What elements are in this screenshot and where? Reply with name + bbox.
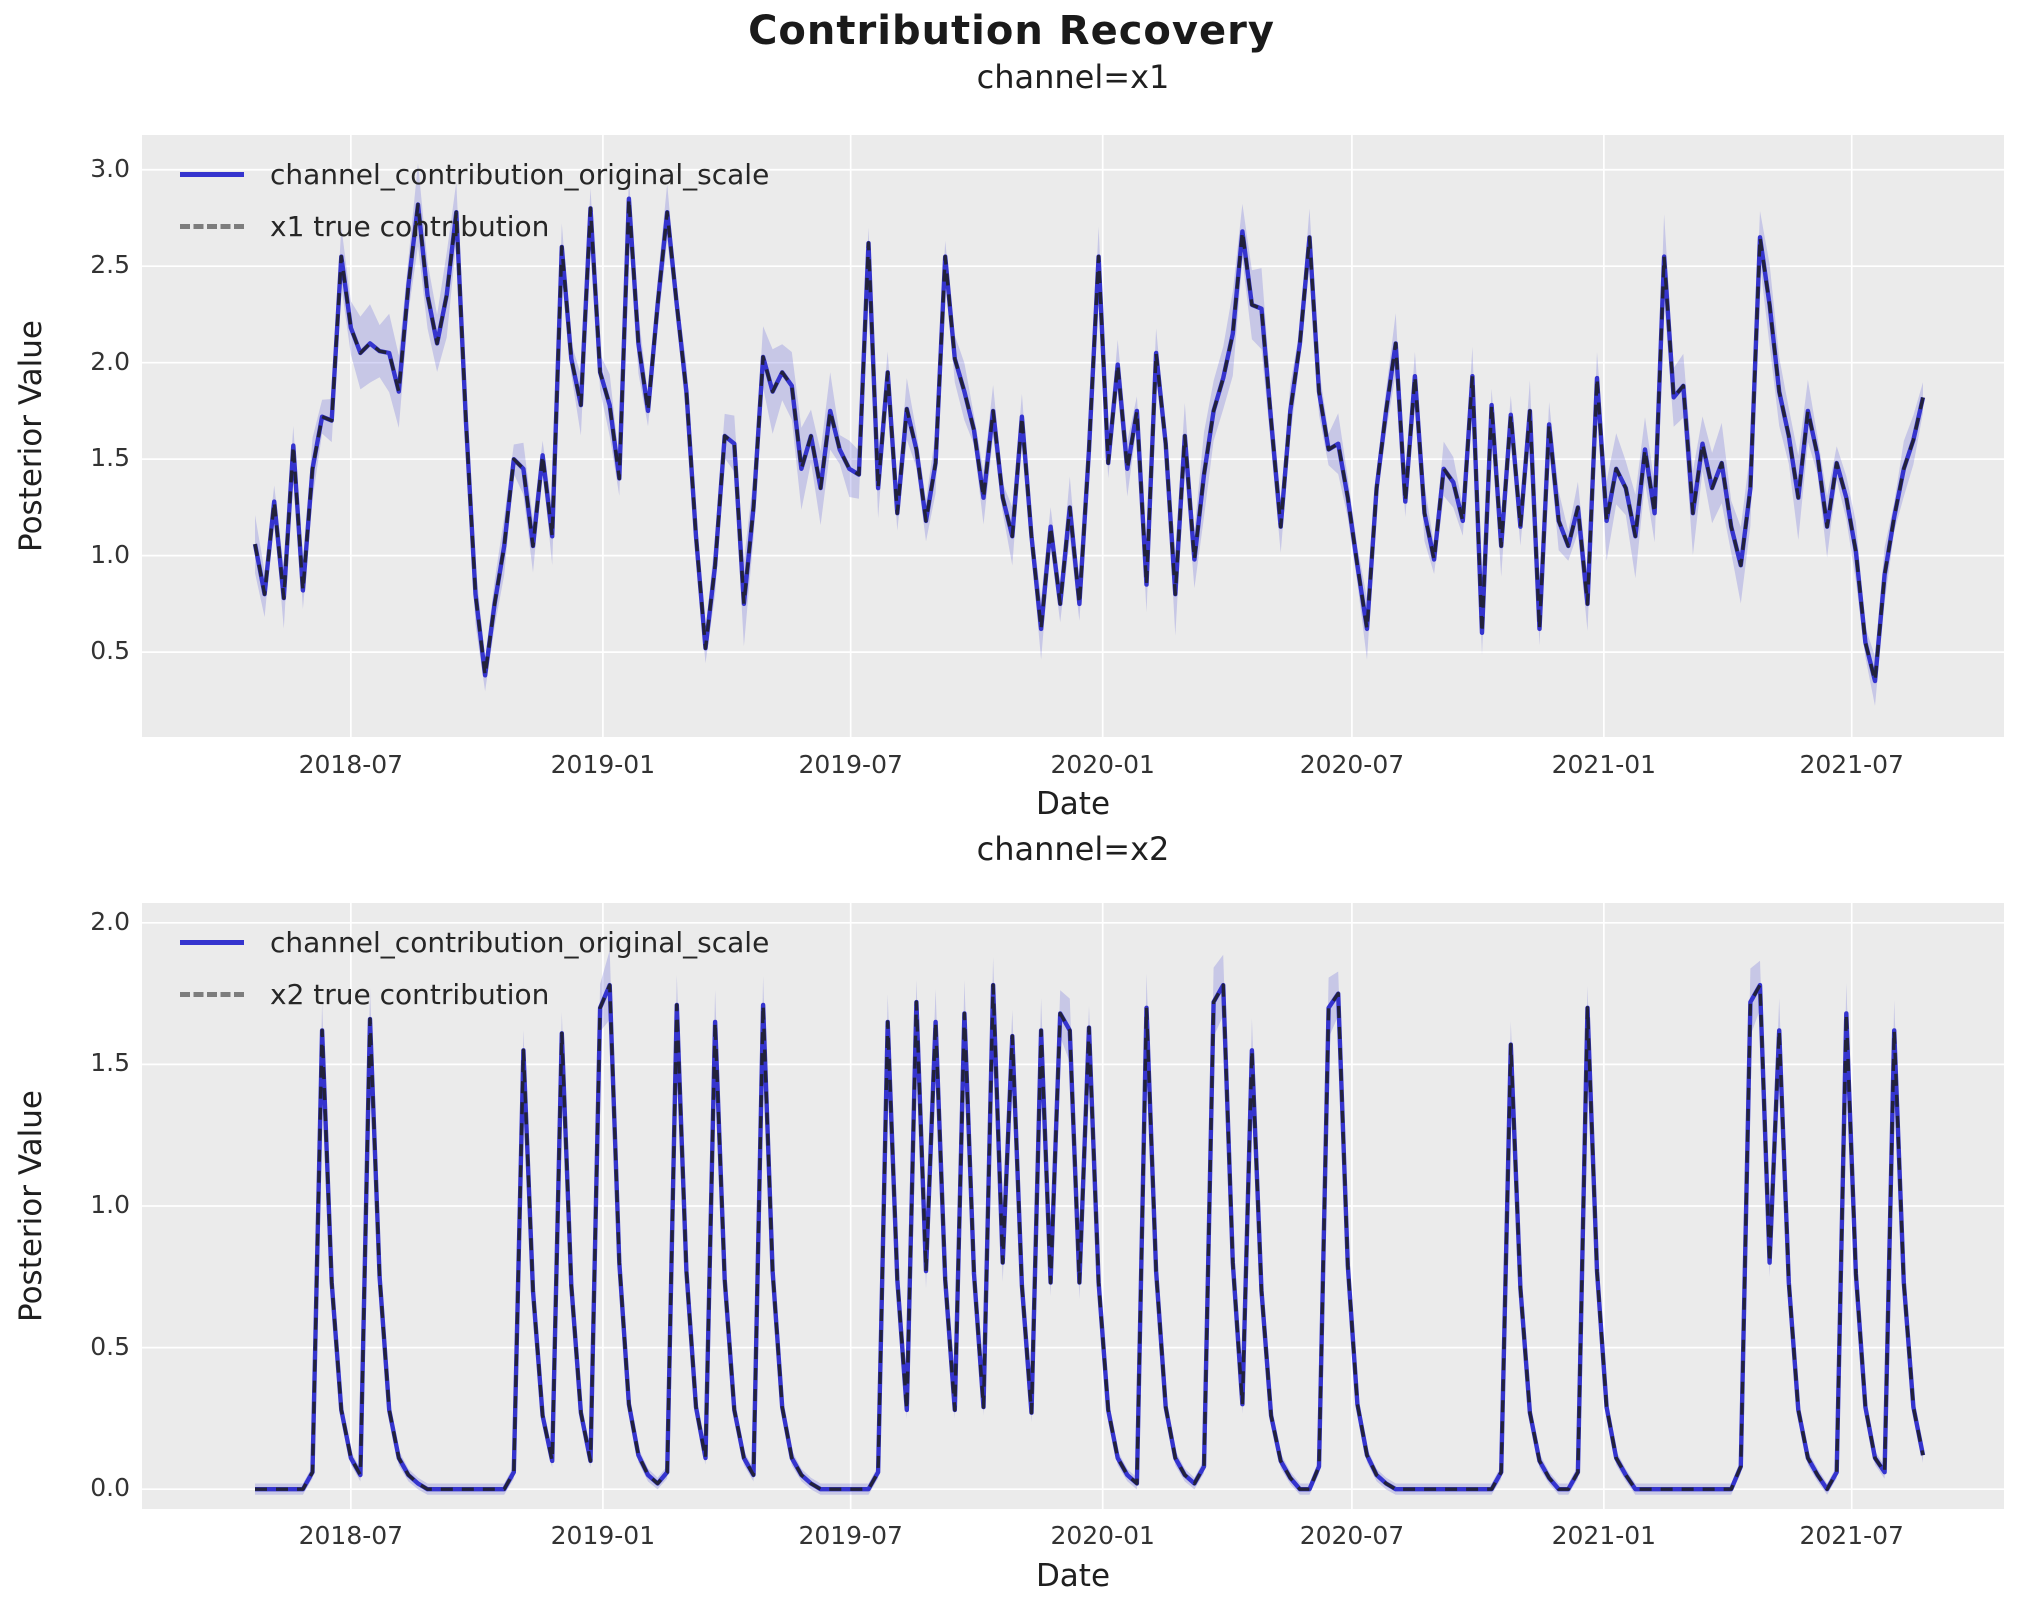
y-tick-label: 0.0	[90, 1473, 130, 1503]
x-tick-label: 2021-01	[1551, 750, 1657, 779]
y-tick-label: 1.0	[90, 1190, 130, 1219]
dashed-line-swatch-icon	[180, 991, 244, 997]
legend-entry-true: x2 true contribution	[180, 968, 769, 1020]
x-tick-label: 2019-07	[798, 750, 903, 779]
legend-entry-posterior: channel_contribution_original_scale	[180, 148, 769, 200]
y-tick-label: 1.0	[90, 539, 130, 569]
subplot1-title: channel=x1	[976, 58, 1170, 96]
x-tick-label: 2021-01	[1551, 1521, 1657, 1550]
dashed-line-swatch-icon	[180, 223, 244, 229]
subplot1-legend: channel_contribution_original_scale x1 t…	[180, 148, 769, 252]
subplot2-legend: channel_contribution_original_scale x2 t…	[180, 916, 769, 1020]
x-tick-label: 2019-01	[550, 1521, 656, 1550]
figure-title: Contribution Recovery	[748, 8, 1275, 54]
y-tick-label: 1.5	[90, 1048, 130, 1078]
x-tick-label: 2019-07	[798, 1521, 903, 1550]
legend-label: channel_contribution_original_scale	[270, 157, 770, 191]
y-tick-label: 2.0	[90, 346, 130, 376]
x-tick-label: 2020-07	[1299, 1521, 1405, 1550]
x-tick-label: 2019-01	[550, 750, 656, 779]
subplot2-xlabel: Date	[1035, 1558, 1111, 1594]
y-tick-label: 2.0	[90, 906, 130, 936]
legend-label: x1 true contribution	[270, 209, 550, 243]
legend-entry-posterior: channel_contribution_original_scale	[180, 916, 769, 968]
legend-label: x2 true contribution	[270, 977, 550, 1011]
legend-label: channel_contribution_original_scale	[270, 925, 770, 959]
x-tick-label: 2020-01	[1050, 750, 1155, 779]
x-tick-label: 2018-07	[298, 1521, 404, 1550]
y-tick-label: 1.5	[90, 443, 130, 473]
true-contribution-line	[255, 983, 1925, 1491]
x-tick-label: 2021-07	[1799, 750, 1904, 779]
subplot1-xlabel: Date	[1035, 786, 1111, 822]
legend-entry-true: x1 true contribution	[180, 200, 769, 252]
x-tick-label: 2020-01	[1050, 1521, 1155, 1550]
true-contribution-line	[253, 196, 1925, 683]
solid-line-swatch-icon	[180, 171, 244, 177]
subplot2-title: channel=x2	[976, 830, 1170, 868]
subplot1-ylabel: Posterior Value	[13, 320, 49, 552]
x-tick-label: 2021-07	[1799, 1521, 1904, 1550]
x-tick-label: 2018-07	[298, 750, 404, 779]
subplot2-ylabel: Posterior Value	[13, 1090, 49, 1322]
y-tick-label: 0.5	[90, 1331, 130, 1361]
solid-line-swatch-icon	[180, 939, 244, 945]
y-tick-label: 0.5	[90, 636, 130, 666]
y-tick-label: 2.5	[90, 250, 130, 280]
x-tick-label: 2020-07	[1299, 750, 1405, 779]
y-tick-label: 3.0	[90, 153, 130, 183]
hdi-band	[255, 950, 1923, 1495]
